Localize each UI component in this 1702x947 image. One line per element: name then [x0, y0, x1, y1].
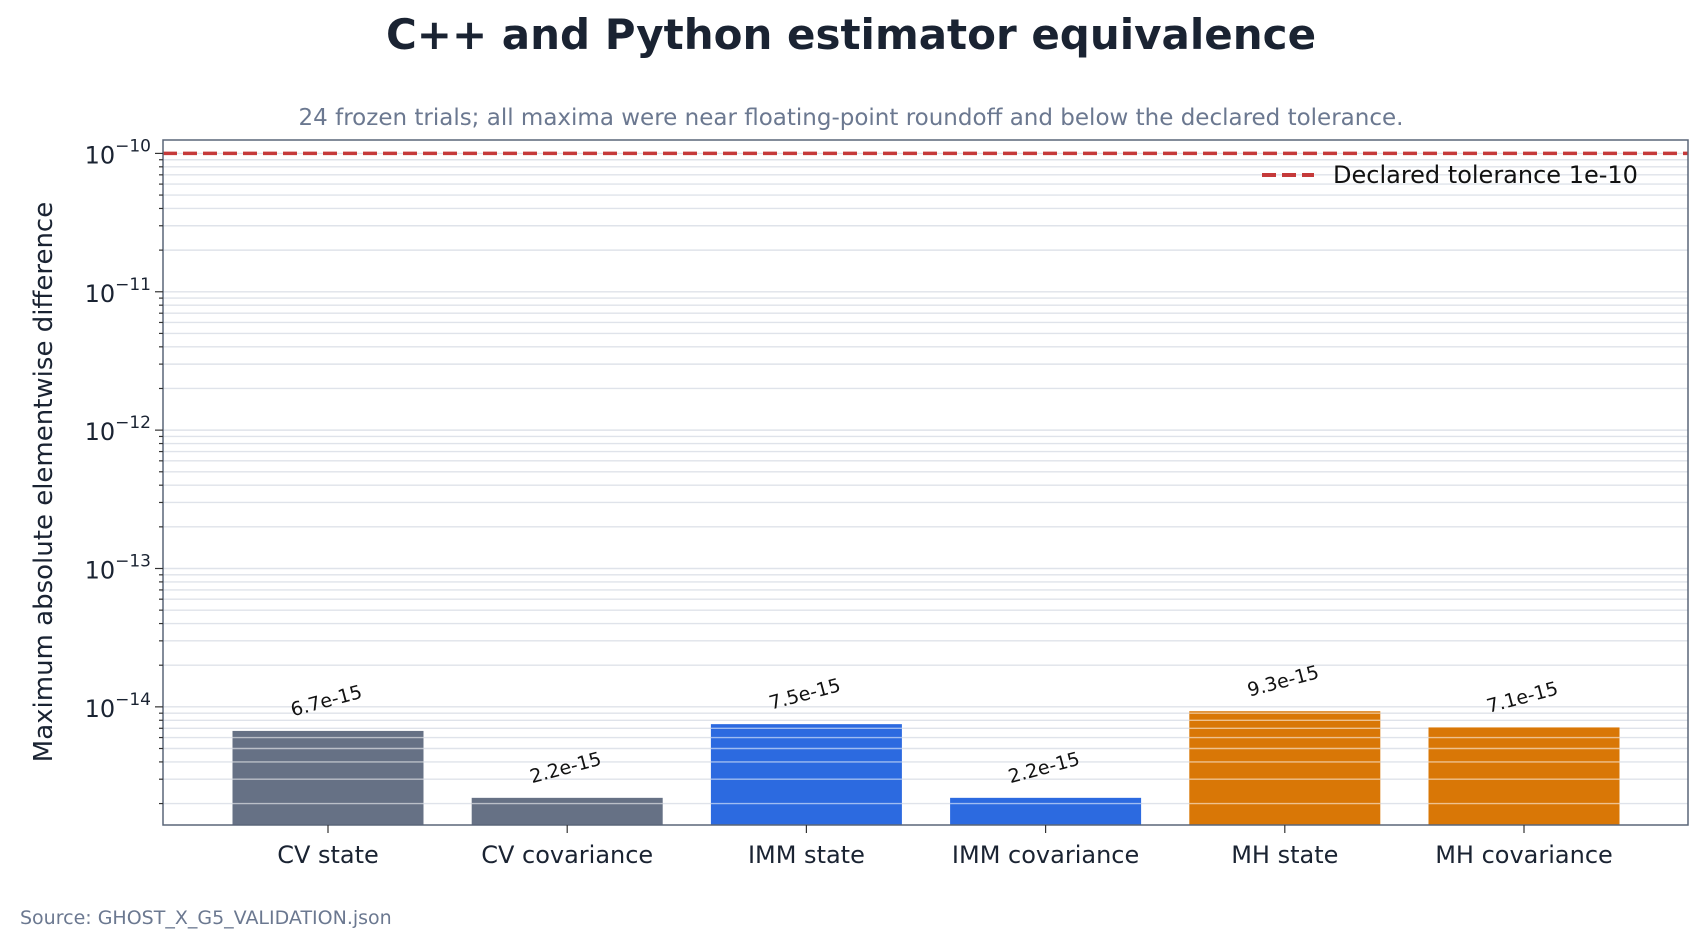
grid-lines [163, 152, 1688, 805]
bar-cv-state[interactable] [232, 730, 424, 825]
plot-frame [162, 139, 1689, 826]
bar-value-label: 7.5e-15 [767, 674, 843, 714]
bar-cv-covariance[interactable] [471, 797, 663, 825]
y-axis: 10−14 10−13 10−12 10−11 10−10 [85, 136, 163, 805]
bar-value-label: 2.2e-15 [1006, 748, 1082, 788]
y-tick-label: 10−11 [85, 275, 151, 308]
bar-imm-covariance[interactable] [950, 797, 1142, 825]
y-tick-label: 10−10 [85, 136, 151, 169]
x-tick-label: MH covariance [1435, 841, 1613, 869]
x-tick-label: MH state [1231, 841, 1338, 869]
legend-label-tolerance: Declared tolerance 1e-10 [1333, 161, 1638, 189]
y-axis-label: Maximum absolute elementwise difference [29, 202, 59, 762]
chart-subtitle: 24 frozen trials; all maxima were near f… [299, 105, 1404, 131]
bar-mh-covariance[interactable] [1428, 727, 1620, 825]
bar-value-label: 9.3e-15 [1245, 661, 1321, 701]
x-tick-label: IMM covariance [952, 841, 1139, 869]
bars [232, 711, 1620, 825]
y-tick-label: 10−12 [85, 413, 151, 446]
y-tick-label: 10−14 [85, 690, 151, 723]
x-tick-label: CV covariance [481, 841, 653, 869]
y-tick-label: 10−13 [85, 551, 151, 584]
bar-value-label: 6.7e-15 [288, 681, 364, 721]
legend[interactable]: Declared tolerance 1e-10 [1262, 161, 1638, 189]
x-tick-label: CV state [277, 841, 379, 869]
bar-value-label: 2.2e-15 [528, 748, 604, 788]
bar-grid-overlay [232, 712, 1620, 805]
source-note: Source: GHOST_X_G5_VALIDATION.json [20, 907, 392, 929]
bar-mh-state[interactable] [1189, 711, 1381, 825]
x-tick-label: IMM state [748, 841, 865, 869]
bar-imm-state[interactable] [710, 724, 902, 825]
bar-value-label: 7.1e-15 [1484, 678, 1560, 718]
chart-title: C++ and Python estimator equivalence [386, 10, 1316, 59]
x-axis: CV state CV covariance IMM state IMM covari… [277, 825, 1613, 869]
